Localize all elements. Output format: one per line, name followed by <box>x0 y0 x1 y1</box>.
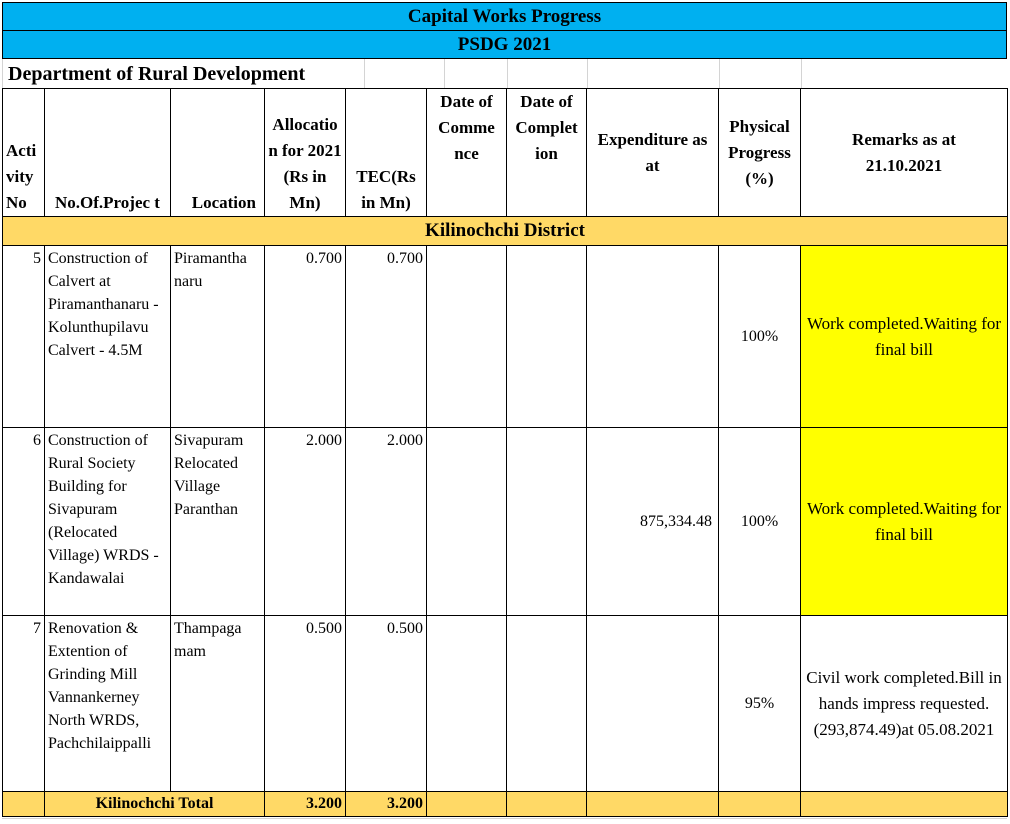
sheet-title[interactable]: Capital Works Progress <box>2 2 1007 31</box>
activity-cell[interactable]: 6 <box>2 427 45 616</box>
total-tec[interactable]: 3.200 <box>345 791 427 817</box>
progress-cell[interactable]: 100% <box>718 427 801 616</box>
header-location[interactable]: Location <box>170 88 265 217</box>
total-blank-cell[interactable] <box>586 791 719 817</box>
header-date-commence-label: Date of Comme nce <box>438 92 495 163</box>
total-allocation[interactable]: 3.200 <box>264 791 346 817</box>
total-blank-cell[interactable] <box>426 791 507 817</box>
header-project-no[interactable]: No.Of.Projec t <box>44 88 171 217</box>
header-physical-progress-label: Physical Progress (%) <box>728 116 791 188</box>
location-cell[interactable]: Sivapuram Relocated Village Paranthan <box>170 427 265 616</box>
table-row: 6 Construction of Rural Society Building… <box>2 427 1008 616</box>
activity-cell[interactable]: 7 <box>2 615 45 792</box>
allocation-cell[interactable]: 2.000 <box>264 427 346 616</box>
project-cell[interactable]: Construction of Rural Society Building f… <box>44 427 171 616</box>
remarks-cell[interactable]: Work completed.Waiting for final bill <box>800 427 1008 616</box>
activity-cell[interactable]: 5 <box>2 245 45 428</box>
department-name[interactable]: Department of Rural Development <box>2 59 1007 88</box>
header-physical-progress[interactable]: Physical Progress (%) <box>718 88 801 217</box>
total-blank-cell[interactable] <box>718 791 801 817</box>
header-tec[interactable]: TEC(Rs in Mn) <box>345 88 427 217</box>
district-row: Kilinochchi District <box>2 216 1008 246</box>
progress-cell[interactable]: 95% <box>718 615 801 792</box>
header-location-label: Location <box>191 193 256 212</box>
header-tec-label: TEC(Rs in Mn) <box>356 167 416 212</box>
next-row-edge <box>2 818 1007 824</box>
total-blank-cell[interactable] <box>2 791 45 817</box>
header-allocation-label: Allocatio n for 2021 (Rs in Mn) <box>268 115 342 212</box>
date-commence-cell[interactable] <box>426 245 507 428</box>
remarks-cell[interactable]: Civil work completed.Bill in hands impre… <box>800 615 1008 792</box>
header-expenditure-label: Expenditure as at <box>597 129 708 175</box>
project-cell[interactable]: Construction of Calvert at Piramanthanar… <box>44 245 171 428</box>
header-allocation[interactable]: Allocatio n for 2021 (Rs in Mn) <box>264 88 346 217</box>
expenditure-cell[interactable] <box>586 245 719 428</box>
header-row: Acti vity No No.Of.Projec t Location All… <box>2 88 1008 217</box>
header-remarks-label: Remarks as at 21.10.2021 <box>852 129 956 175</box>
date-completion-cell[interactable] <box>506 245 587 428</box>
expenditure-cell[interactable] <box>586 615 719 792</box>
remarks-cell[interactable]: Work completed.Waiting for final bill <box>800 245 1008 428</box>
district-name[interactable]: Kilinochchi District <box>2 216 1008 246</box>
progress-cell[interactable]: 100% <box>718 245 801 428</box>
location-cell[interactable]: Thampaga mam <box>170 615 265 792</box>
header-expenditure[interactable]: Expenditure as at <box>586 88 719 217</box>
header-activity-no[interactable]: Acti vity No <box>2 88 45 217</box>
date-commence-cell[interactable] <box>426 615 507 792</box>
date-completion-cell[interactable] <box>506 427 587 616</box>
header-date-commence[interactable]: Date of Comme nce <box>426 88 507 217</box>
header-remarks[interactable]: Remarks as at 21.10.2021 <box>800 88 1008 217</box>
date-commence-cell[interactable] <box>426 427 507 616</box>
header-date-completion-label: Date of Complet ion <box>515 92 578 163</box>
total-blank-cell[interactable] <box>800 791 1008 817</box>
location-cell[interactable]: Piramantha naru <box>170 245 265 428</box>
tec-cell[interactable]: 2.000 <box>345 427 427 616</box>
allocation-cell[interactable]: 0.700 <box>264 245 346 428</box>
allocation-cell[interactable]: 0.500 <box>264 615 346 792</box>
header-date-completion[interactable]: Date of Complet ion <box>506 88 587 217</box>
expenditure-cell[interactable]: 875,334.48 <box>586 427 719 616</box>
header-activity-no-label: Acti vity No <box>6 141 37 212</box>
total-row: Kilinochchi Total 3.200 3.200 <box>2 791 1008 817</box>
table-row: 7 Renovation & Extention of Grinding Mil… <box>2 615 1008 792</box>
total-blank-cell[interactable] <box>506 791 587 817</box>
tec-cell[interactable]: 0.700 <box>345 245 427 428</box>
tec-cell[interactable]: 0.500 <box>345 615 427 792</box>
project-cell[interactable]: Renovation & Extention of Grinding Mill … <box>44 615 171 792</box>
sheet-subtitle[interactable]: PSDG 2021 <box>2 30 1007 59</box>
progress-table: Acti vity No No.Of.Projec t Location All… <box>2 88 1008 817</box>
table-row: 5 Construction of Calvert at Piramanthan… <box>2 245 1008 428</box>
total-label[interactable]: Kilinochchi Total <box>44 791 265 817</box>
date-completion-cell[interactable] <box>506 615 587 792</box>
header-project-no-label: No.Of.Projec t <box>55 193 160 212</box>
